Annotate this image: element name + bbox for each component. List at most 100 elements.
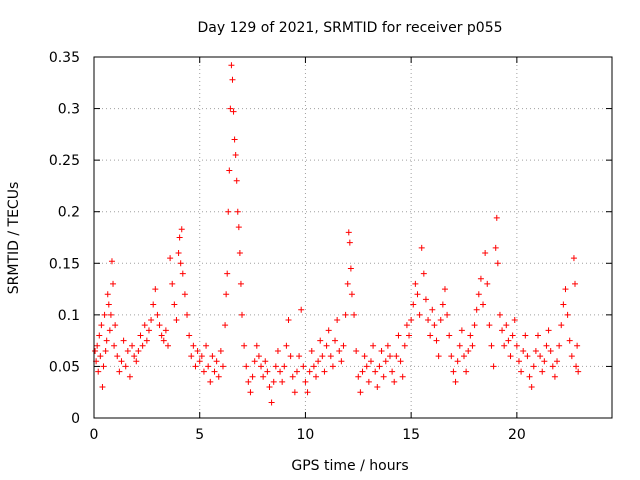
data-point: [545, 327, 552, 334]
data-point: [94, 342, 101, 349]
data-point: [258, 363, 265, 370]
data-point: [196, 358, 203, 365]
data-point: [427, 332, 434, 339]
data-point: [431, 322, 438, 329]
data-point: [150, 301, 157, 308]
data-point: [310, 363, 317, 370]
data-point: [262, 358, 269, 365]
data-point: [287, 353, 294, 360]
data-point: [110, 280, 117, 287]
y-tick-label: 0.15: [49, 256, 80, 272]
data-point: [101, 311, 108, 318]
y-tick-label: 0: [71, 411, 80, 427]
data-point: [475, 291, 482, 298]
data-point: [488, 342, 495, 349]
data-point: [437, 317, 444, 324]
data-point: [102, 347, 109, 354]
data-point: [444, 311, 451, 318]
data-point: [560, 301, 567, 308]
data-point: [205, 363, 212, 370]
data-point: [192, 363, 199, 370]
data-point: [112, 322, 119, 329]
data-point: [243, 363, 250, 370]
data-point: [224, 270, 231, 277]
data-point: [420, 270, 427, 277]
data-point: [176, 234, 183, 241]
data-point: [281, 363, 288, 370]
data-point: [241, 342, 248, 349]
data-point: [528, 384, 535, 391]
data-point: [524, 353, 531, 360]
data-point: [177, 260, 184, 267]
data-point: [92, 347, 99, 354]
data-point: [509, 332, 516, 339]
data-point: [572, 280, 578, 287]
data-point: [173, 317, 180, 324]
data-point: [329, 363, 336, 370]
data-point: [194, 347, 201, 354]
data-point: [277, 368, 284, 375]
data-point: [496, 311, 503, 318]
data-point: [473, 306, 480, 313]
data-point: [549, 363, 556, 370]
data-point: [158, 332, 165, 339]
data-point: [169, 280, 176, 287]
data-point: [291, 389, 298, 396]
data-point: [493, 214, 500, 221]
data-point: [334, 317, 341, 324]
data-point: [469, 342, 476, 349]
data-point: [340, 342, 347, 349]
data-point: [374, 384, 381, 391]
data-point: [412, 280, 419, 287]
data-point: [446, 332, 453, 339]
data-point: [107, 311, 114, 318]
data-point: [566, 337, 573, 344]
data-point: [372, 368, 379, 375]
data-point: [264, 368, 271, 375]
data-point: [321, 368, 328, 375]
data-point: [129, 342, 136, 349]
data-point: [255, 353, 262, 360]
data-point: [323, 342, 330, 349]
data-point: [494, 260, 501, 267]
data-point: [228, 62, 235, 69]
data-point: [355, 373, 362, 380]
data-point: [367, 358, 374, 365]
data-point: [342, 311, 349, 318]
data-point: [351, 311, 358, 318]
data-point: [570, 255, 577, 262]
data-point: [348, 291, 355, 298]
data-point: [139, 342, 146, 349]
data-point: [317, 337, 324, 344]
data-point: [492, 244, 499, 251]
data-point: [298, 306, 305, 313]
data-point: [162, 327, 169, 334]
data-point: [209, 353, 216, 360]
chart-title: Day 129 of 2021, SRMTID for receiver p05…: [197, 20, 502, 36]
data-point: [313, 373, 319, 380]
data-point: [186, 332, 193, 339]
data-point: [452, 378, 459, 385]
data-point: [175, 249, 182, 256]
data-point: [547, 347, 554, 354]
data-point: [486, 322, 493, 329]
data-point: [234, 208, 241, 215]
data-point: [463, 368, 470, 375]
data-point: [376, 363, 383, 370]
data-point: [251, 358, 258, 365]
plot-frame: [93, 56, 613, 419]
data-point: [530, 363, 537, 370]
data-point: [156, 322, 163, 329]
data-point: [217, 347, 224, 354]
data-point: [198, 353, 205, 360]
data-point: [338, 358, 345, 365]
data-point: [532, 347, 539, 354]
data-point: [285, 317, 292, 324]
data-point: [171, 301, 178, 308]
data-point: [118, 358, 125, 365]
data-point: [573, 363, 580, 370]
data-point: [143, 337, 150, 344]
axis-ticks: [93, 56, 612, 419]
data-point: [520, 347, 527, 354]
